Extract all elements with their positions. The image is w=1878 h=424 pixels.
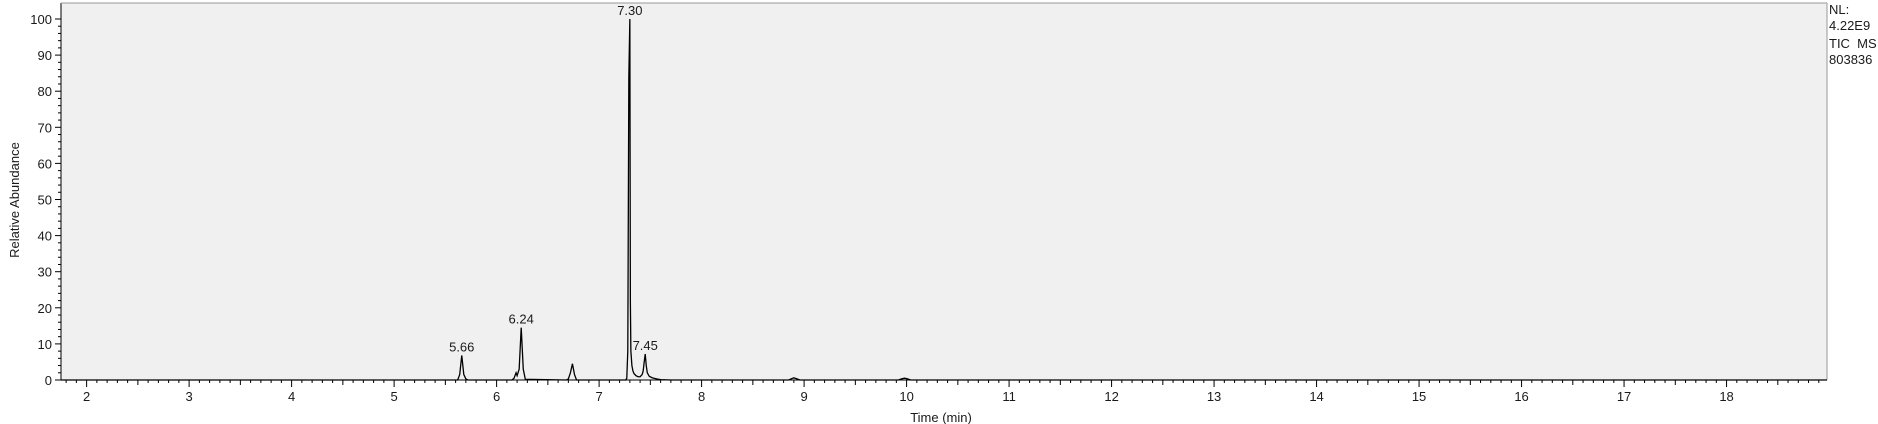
x-tick-label: 16	[1514, 389, 1528, 404]
x-tick-label: 4	[288, 389, 295, 404]
peak-label: 7.45	[633, 338, 658, 353]
peak-label: 5.66	[449, 339, 474, 354]
x-axis-title: Time (min)	[910, 410, 972, 424]
tic-trace-line	[61, 18, 1827, 381]
nl-value: 4.22E9	[1829, 18, 1871, 33]
trace-label: TIC MS	[1829, 36, 1877, 51]
y-tick-label: 100	[30, 12, 52, 27]
y-tick-label: 60	[38, 156, 52, 171]
x-tick-label: 6	[493, 389, 500, 404]
x-tick-label: 2	[83, 389, 90, 404]
x-tick-label: 12	[1104, 389, 1118, 404]
y-tick-label: 50	[38, 193, 52, 208]
y-tick-label: 70	[38, 120, 52, 135]
y-tick-label: 90	[38, 48, 52, 63]
x-tick-label: 9	[800, 389, 807, 404]
y-tick-label: 0	[45, 373, 52, 388]
x-tick-label: 7	[595, 389, 602, 404]
x-tick-label: 11	[1002, 389, 1016, 404]
y-tick-label: 10	[38, 337, 52, 352]
plot-area	[61, 3, 1827, 380]
peak-annotations: 5.66 6.24 7.30 7.45	[449, 3, 658, 354]
x-tick-label: 15	[1412, 389, 1426, 404]
x-tick-label: 13	[1207, 389, 1221, 404]
x-tick-label: 14	[1309, 389, 1323, 404]
y-tick-label: 80	[38, 84, 52, 99]
sample-id: 803836	[1829, 52, 1873, 67]
peak-label: 6.24	[509, 312, 534, 327]
peak-label: 7.30	[617, 3, 642, 18]
x-tick-label: 10	[899, 389, 913, 404]
x-tick-label: 18	[1719, 389, 1733, 404]
y-tick-label: 30	[38, 265, 52, 280]
x-tick-label: 3	[186, 389, 193, 404]
x-tick-label: 17	[1617, 389, 1631, 404]
x-tick-label: 8	[698, 389, 705, 404]
y-tick-label: 40	[38, 229, 52, 244]
y-tick-label: 20	[38, 301, 52, 316]
y-axis-title: Relative Abundance	[7, 142, 22, 258]
nl-label: NL:	[1829, 2, 1850, 17]
x-tick-label: 5	[390, 389, 397, 404]
